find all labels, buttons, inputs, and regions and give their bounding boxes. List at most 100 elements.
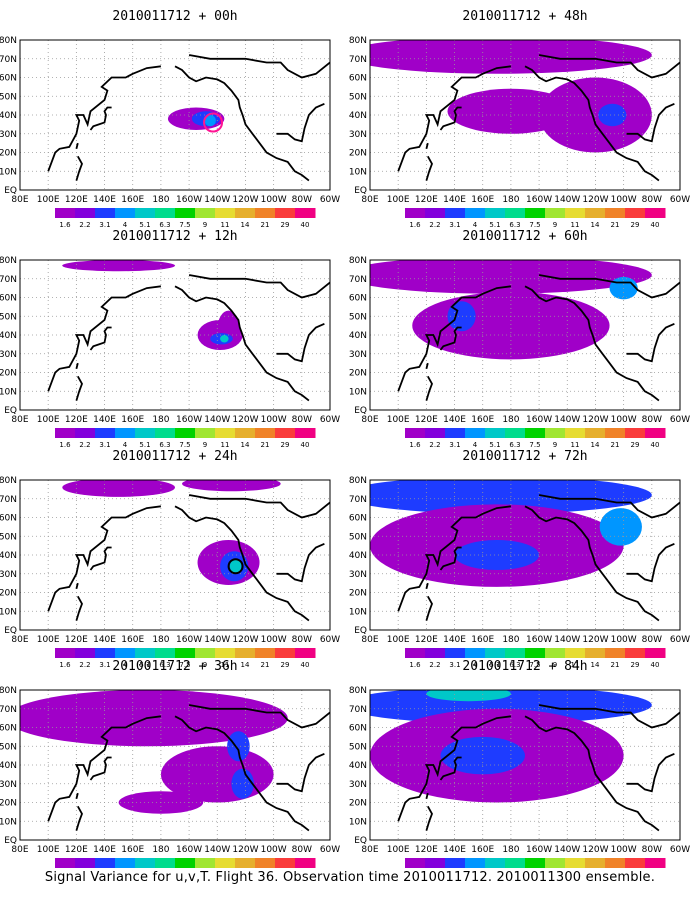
coastline <box>188 54 330 79</box>
coastline <box>75 792 79 800</box>
x-tick-label: 80W <box>642 415 662 425</box>
coastline <box>626 752 675 793</box>
map-frame <box>369 479 681 631</box>
map-frame <box>369 39 681 191</box>
colorbar-label: 21 <box>611 221 620 229</box>
colorbar-swatch <box>295 428 316 438</box>
map-panel-3: 2010011712 + 36h 80E 100E 120E 140E 160E 180 16… <box>0 659 340 879</box>
colorbar-swatch <box>55 208 76 218</box>
colorbar-swatch <box>75 648 96 658</box>
colorbar-swatch <box>175 648 196 658</box>
colorbar-label: 6.3 <box>509 661 520 669</box>
colorbar-label: 4 <box>473 221 478 229</box>
x-tick-label: 180 <box>502 845 519 855</box>
coastline <box>626 322 675 363</box>
map-area <box>370 690 680 840</box>
map-area <box>20 260 330 410</box>
coastline <box>524 505 660 622</box>
colorbar-swatch <box>295 858 316 868</box>
coastline <box>425 805 433 831</box>
colorbar-swatch <box>545 648 566 658</box>
coastline <box>188 494 330 519</box>
y-tick-label: 80N <box>349 476 367 486</box>
coastline <box>174 505 310 622</box>
colorbar-label: 11 <box>221 441 230 449</box>
y-tick-label: 20N <box>0 149 17 159</box>
panel-title: 2010011712 + 48h <box>462 9 587 24</box>
variance-region <box>598 103 627 127</box>
colorbar-label: 4 <box>473 441 478 449</box>
y-tick-label: 80N <box>0 36 17 46</box>
coastline <box>397 285 512 392</box>
colorbar-swatch <box>235 208 256 218</box>
x-tick-label: 80E <box>11 845 28 855</box>
y-tick-label: 40N <box>349 111 367 121</box>
colorbar-swatch <box>525 858 546 868</box>
colorbar-label: 40 <box>651 441 660 449</box>
colorbar-swatch <box>195 648 216 658</box>
colorbar-swatch <box>645 858 666 868</box>
x-tick-label: 60W <box>670 845 690 855</box>
y-tick-label: EQ <box>354 626 367 636</box>
x-tick-label: 140W <box>204 845 230 855</box>
coastline <box>397 65 512 172</box>
x-tick-label: 120W <box>582 415 608 425</box>
colorbar-swatch <box>55 648 76 658</box>
colorbar-swatch <box>445 428 466 438</box>
x-tick-label: 80W <box>292 415 312 425</box>
x-tick-label: 140W <box>554 845 580 855</box>
colorbar-label: 3.1 <box>449 661 460 669</box>
colorbar-label: 40 <box>301 661 310 669</box>
y-tick-label: 30N <box>349 570 367 580</box>
x-tick-label: 100E <box>37 845 60 855</box>
colorbar-label: 3.1 <box>99 441 110 449</box>
colorbar-swatch <box>465 428 486 438</box>
coastline <box>276 542 325 583</box>
y-tick-label: 80N <box>349 686 367 696</box>
variance-region <box>62 480 175 497</box>
y-tick-label: 80N <box>349 256 367 266</box>
y-tick-label: EQ <box>354 186 367 196</box>
colorbar-label: 11 <box>571 661 580 669</box>
y-tick-label: 60N <box>349 514 367 524</box>
x-tick-label: 140W <box>554 195 580 205</box>
colorbar-swatch <box>625 648 646 658</box>
colorbar-label: 9 <box>553 441 557 449</box>
x-tick-label: 100E <box>387 415 410 425</box>
x-tick-label: 100E <box>37 195 60 205</box>
coastline <box>425 595 433 621</box>
y-tick-label: 30N <box>349 780 367 790</box>
colorbar-swatch <box>95 858 116 868</box>
x-tick-label: 100W <box>261 845 287 855</box>
colorbar-label: 5.1 <box>489 221 500 229</box>
colorbar-label: 1.6 <box>59 441 71 449</box>
coastline <box>538 54 680 79</box>
x-tick-label: 160W <box>176 195 202 205</box>
colorbar-swatch <box>155 428 176 438</box>
x-tick-label: 180 <box>152 635 169 645</box>
colorbar-label: 29 <box>631 441 640 449</box>
map-area <box>20 40 330 190</box>
x-tick-label: 120E <box>65 845 88 855</box>
colorbar-label: 2.2 <box>429 441 440 449</box>
y-tick-label: 70N <box>349 275 367 285</box>
colorbar-swatch <box>545 208 566 218</box>
y-tick-label: 60N <box>0 724 17 734</box>
colorbar-swatch <box>195 208 216 218</box>
colorbar-label: 7.5 <box>179 441 190 449</box>
coastline <box>188 704 330 729</box>
colorbar-label: 9 <box>553 661 557 669</box>
colorbar-swatch <box>275 208 296 218</box>
x-tick-label: 100E <box>37 415 60 425</box>
x-tick-label: 120E <box>415 635 438 645</box>
colorbar-label: 11 <box>571 221 580 229</box>
x-tick-label: 80E <box>11 635 28 645</box>
colorbar-swatch <box>75 858 96 868</box>
colorbar-label: 9 <box>203 661 207 669</box>
y-tick-label: 20N <box>349 799 367 809</box>
coastline <box>276 102 325 143</box>
colorbar-swatch <box>115 648 136 658</box>
